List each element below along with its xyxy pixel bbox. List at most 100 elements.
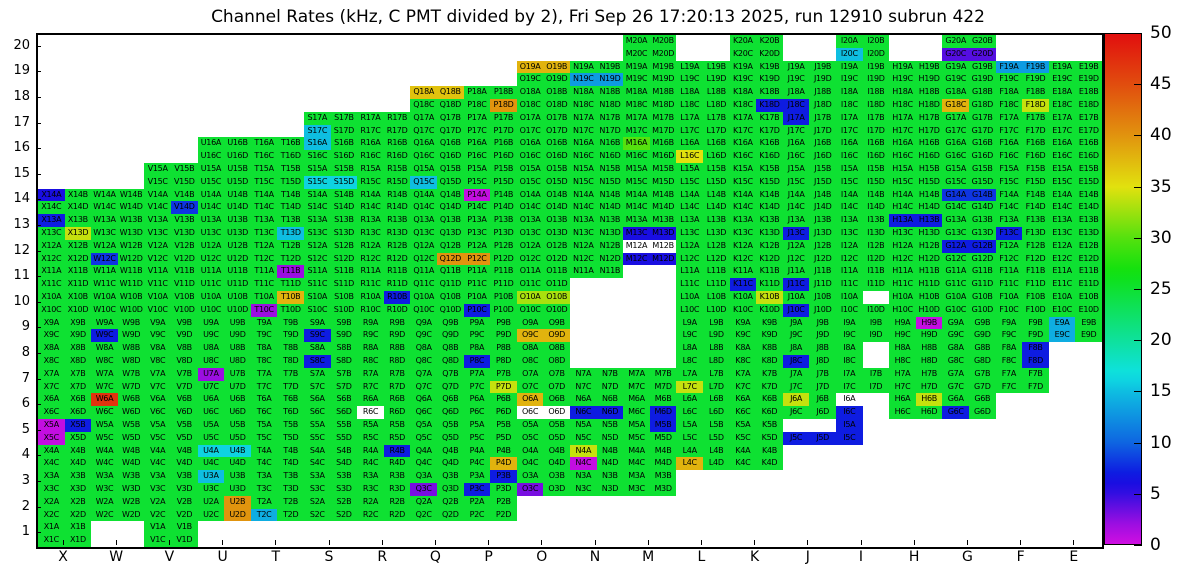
heatmap-cell: W14B [117, 188, 145, 202]
heatmap-cell: R16B [383, 137, 411, 151]
heatmap-cell: G6C [942, 406, 969, 419]
colorbar-tick [1134, 289, 1142, 290]
heatmap-cell: R12B [383, 239, 411, 253]
heatmap-cell: M16A [623, 137, 650, 151]
heatmap-cell: V2C [144, 508, 171, 522]
heatmap-cell: U10A [197, 291, 225, 304]
heatmap-cell: G17C [942, 124, 969, 138]
heatmap-cell: U4C [197, 457, 225, 471]
heatmap-cell: H17C [889, 124, 916, 138]
heatmap-cell: R7D [383, 380, 411, 394]
heatmap-cell: T16C [250, 150, 278, 163]
heatmap-cell: J18C [782, 99, 810, 112]
heatmap-cell: P17D [490, 124, 517, 138]
heatmap-cell: Q8C [410, 355, 437, 368]
heatmap-cell: L7B [703, 367, 730, 381]
heatmap-cell: N17A [570, 111, 597, 125]
heatmap-cell: M12B [649, 239, 677, 253]
heatmap-cell: F19B [1022, 60, 1049, 74]
heatmap-cell: K13B [756, 214, 783, 227]
heatmap-cell: W2B [117, 495, 145, 509]
heatmap-cell: V3A [144, 470, 171, 483]
heatmap-cell: M13C [623, 227, 650, 240]
heatmap-cell: T4C [250, 457, 278, 471]
heatmap-cell: V11B [171, 265, 198, 279]
heatmap-cell: Q3D [437, 483, 464, 496]
heatmap-cell: X1D [64, 534, 92, 547]
heatmap-cell: P4C [463, 457, 491, 471]
heatmap-cell: F12C [995, 252, 1023, 266]
heatmap-cell: Q5A [410, 419, 437, 432]
heatmap-cell: K6C [729, 406, 757, 419]
heatmap-cell: R7B [383, 367, 411, 381]
heatmap-cell: P11A [463, 265, 491, 279]
heatmap-cell: T16D [277, 150, 304, 163]
heatmap-cell: S17A [304, 111, 331, 125]
heatmap-cell: U2B [224, 495, 251, 509]
heatmap-cell: O13C [516, 227, 544, 240]
heatmap-cell: S9D [330, 329, 358, 343]
heatmap-cell: X5B [64, 419, 92, 432]
heatmap-cell: P10C [463, 303, 491, 317]
heatmap-cell: K17B [756, 111, 783, 125]
heatmap-cell: R12D [383, 252, 411, 266]
heatmap-cell: H6B [915, 393, 943, 407]
heatmap-cell: G20C [942, 47, 969, 61]
heatmap-cell: H15C [889, 175, 916, 189]
heatmap-cell: S17D [330, 124, 358, 138]
heatmap-cell: J12D [809, 252, 836, 266]
heatmap-cell: N4B [596, 444, 624, 458]
heatmap-cell: H16C [889, 150, 916, 163]
heatmap-cell: K5A [729, 419, 757, 432]
heatmap-cell: X4B [64, 444, 92, 458]
heatmap-cell: O3A [516, 470, 544, 483]
heatmap-cell: X10B [64, 291, 92, 304]
heatmap-cell: T9C [250, 329, 278, 343]
heatmap-cell: L18A [676, 86, 703, 99]
heatmap-cell: K10B [756, 291, 783, 304]
heatmap-cell: J18B [809, 86, 836, 99]
axis-tick [754, 540, 756, 545]
heatmap-cell: R6D [383, 406, 411, 419]
heatmap-cell: X12D [64, 252, 92, 266]
heatmap-cell: Q11C [410, 278, 437, 291]
heatmap-cell: U10B [224, 291, 251, 304]
colorbar-tick-label: 0 [1150, 535, 1161, 555]
heatmap-cell: O3C [516, 483, 544, 496]
heatmap-cell: O9B [543, 316, 570, 330]
heatmap-cell: I16B [862, 137, 890, 151]
colorbar-tick-label: 20 [1150, 330, 1172, 351]
heatmap-cell: M14B [649, 188, 677, 202]
heatmap-cell: V9C [144, 329, 171, 343]
heatmap-cell: U15D [224, 175, 251, 189]
heatmap-cell: Q2A [410, 495, 437, 509]
heatmap-cell: M7C [623, 380, 650, 394]
heatmap-cell: T11A [250, 265, 278, 279]
heatmap-cell: M7D [649, 380, 677, 394]
heatmap-cell: L17D [703, 124, 730, 138]
colorbar-tick-label: 5 [1150, 483, 1161, 504]
heatmap-cell: O19D [543, 73, 570, 87]
heatmap-cell: I14B [862, 188, 890, 202]
heatmap-cell: H10B [915, 291, 943, 304]
heatmap-cell: L15A [676, 163, 703, 176]
heatmap-cell: P11B [490, 265, 517, 279]
heatmap-cell: I6C [836, 406, 863, 419]
axis-tick [36, 455, 41, 457]
heatmap-cell: H9A [889, 316, 916, 330]
heatmap-cell: L10A [676, 291, 703, 304]
heatmap-cell: W5B [117, 419, 145, 432]
heatmap-cell: G7C [942, 380, 969, 394]
heatmap-cell: U4D [224, 457, 251, 471]
heatmap-cell: V9D [171, 329, 198, 343]
heatmap-cell: O14A [516, 188, 544, 202]
heatmap-cell: U9C [197, 329, 225, 343]
heatmap-cell: S8A [304, 342, 331, 355]
heatmap-cell: Q6A [410, 393, 437, 407]
heatmap-cell: U3C [197, 483, 225, 496]
y-axis-label: 6 [21, 396, 30, 412]
heatmap-cell: E17D [1075, 124, 1102, 138]
y-axis-label: 5 [21, 421, 30, 437]
heatmap-cell: O11A [516, 265, 544, 279]
heatmap-cell: U6C [197, 406, 225, 419]
